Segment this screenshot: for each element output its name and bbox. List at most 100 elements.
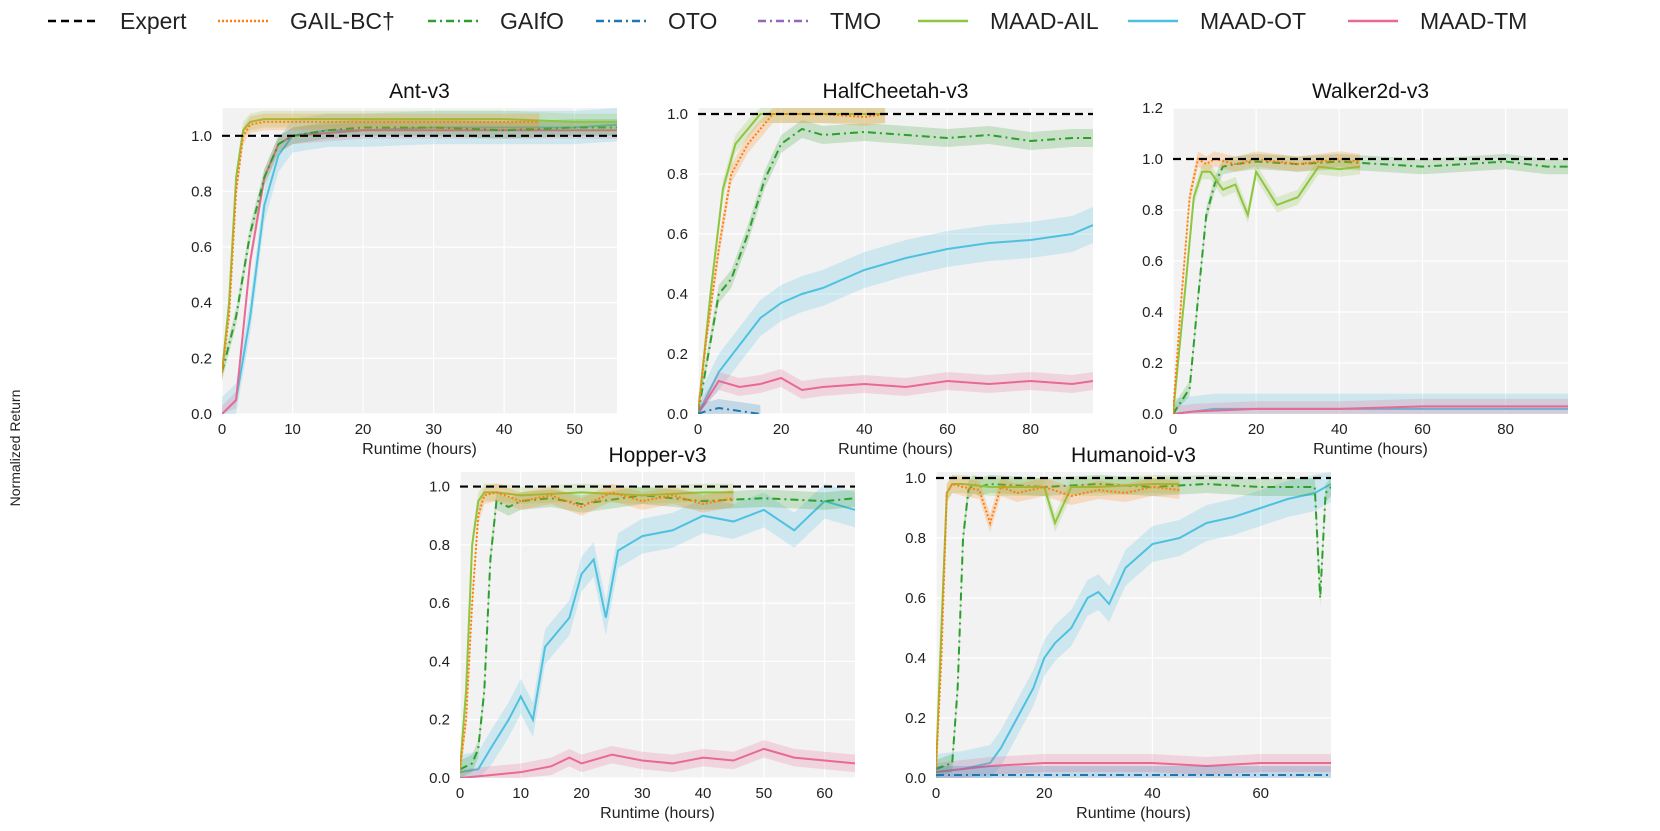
x-tick-label: 0 bbox=[218, 421, 226, 438]
y-tick-label: 0.0 bbox=[191, 406, 212, 423]
y-tick-label: 0.6 bbox=[429, 595, 450, 612]
series-band-maad-tm bbox=[936, 754, 1331, 778]
series-line-maad-tm bbox=[698, 376, 1093, 414]
x-tick-label: 40 bbox=[1331, 421, 1348, 438]
series-band-maad-ot bbox=[698, 207, 1093, 414]
y-tick-label: 0.2 bbox=[191, 350, 212, 367]
legend-swatch-expert bbox=[48, 19, 98, 23]
x-axis-label: Runtime (hours) bbox=[362, 441, 477, 458]
legend-item-maad-ot: MAAD-OT bbox=[1128, 6, 1306, 36]
x-axis-label: Runtime (hours) bbox=[1313, 441, 1428, 458]
series-line-gaifo bbox=[222, 126, 617, 373]
y-tick-label: 0.4 bbox=[667, 286, 688, 303]
legend-item-expert: Expert bbox=[48, 6, 186, 36]
x-tick-label: 20 bbox=[1036, 785, 1053, 802]
y-tick-label: 1.0 bbox=[905, 470, 926, 487]
x-tick-label: 80 bbox=[1022, 421, 1039, 438]
legend-item-maad-ail: MAAD-AIL bbox=[918, 6, 1099, 36]
y-tick-label: 0.4 bbox=[429, 653, 450, 670]
legend-item-gaifo: GAIfO bbox=[428, 6, 564, 36]
series-band-maad-ot bbox=[222, 108, 617, 414]
series-line-maad-tm bbox=[1173, 405, 1568, 414]
series-line-maad-ail bbox=[222, 118, 617, 373]
x-tick-label: 20 bbox=[573, 785, 590, 802]
series-line-gail-bc bbox=[698, 113, 886, 414]
y-tick-label: 0.0 bbox=[429, 770, 450, 787]
plot-area bbox=[936, 472, 1331, 778]
x-tick-label: 10 bbox=[284, 421, 301, 438]
series-band-oto bbox=[936, 766, 1331, 778]
series-line-gaifo bbox=[936, 482, 1331, 770]
y-tick-label: 0.4 bbox=[905, 650, 926, 667]
legend-label: MAAD-OT bbox=[1200, 7, 1307, 34]
legend-swatch-gail-bc bbox=[218, 19, 268, 23]
series-line-maad-ail bbox=[1173, 165, 1361, 414]
y-tick-label: 0.0 bbox=[1142, 406, 1163, 423]
series-line-gail-bc bbox=[222, 120, 540, 373]
series-band-oto bbox=[698, 399, 761, 414]
series-band-maad-tm bbox=[460, 740, 855, 778]
chart-panel-humanoid-v3: 0.0 0.2 0.4 0.6 0.8 1.0 0 20 40 60 Humanoid-v3 Runt… bbox=[905, 444, 1331, 822]
x-tick-label: 40 bbox=[1144, 785, 1161, 802]
legend-label: MAAD-AIL bbox=[990, 7, 1099, 34]
series-line-maad-ot bbox=[936, 483, 1331, 773]
x-axis-label: Runtime (hours) bbox=[838, 441, 953, 458]
y-tick-label: 0.0 bbox=[905, 770, 926, 787]
chart-title: HalfCheetah-v3 bbox=[823, 80, 969, 103]
x-tick-label: 60 bbox=[1414, 421, 1431, 438]
x-axis-label: Runtime (hours) bbox=[1076, 805, 1191, 822]
y-tick-label: 0.0 bbox=[667, 406, 688, 423]
series-line-maad-tm bbox=[460, 747, 855, 778]
legend-item-oto: OTO bbox=[596, 6, 717, 36]
legend-swatch-tmo bbox=[758, 19, 808, 23]
y-tick-label: 0.6 bbox=[191, 239, 212, 256]
y-tick-label: 0.8 bbox=[1142, 202, 1163, 219]
y-tick-label: 1.0 bbox=[1142, 151, 1163, 168]
series-line-gaifo bbox=[460, 494, 855, 771]
series-line-maad-ot bbox=[460, 500, 855, 774]
y-tick-label: 0.8 bbox=[667, 166, 688, 183]
x-tick-label: 40 bbox=[496, 421, 513, 438]
y-tick-label: 0.6 bbox=[667, 226, 688, 243]
x-tick-label: 60 bbox=[939, 421, 956, 438]
x-tick-label: 0 bbox=[1169, 421, 1177, 438]
legend-item-maad-tm: MAAD-TM bbox=[1348, 6, 1527, 36]
y-tick-label: 0.6 bbox=[905, 590, 926, 607]
legend-label: OTO bbox=[668, 7, 718, 34]
chart-title: Ant-v3 bbox=[389, 80, 450, 103]
legend-swatch-gaifo bbox=[428, 19, 478, 23]
plot-area bbox=[222, 108, 617, 414]
x-tick-label: 10 bbox=[512, 785, 529, 802]
series-line-maad-ot bbox=[222, 123, 617, 414]
x-tick-label: 60 bbox=[1252, 785, 1269, 802]
legend-item-gail-bc: GAIL-BC† bbox=[218, 6, 395, 36]
plot-area bbox=[460, 472, 855, 778]
series-line-gail-bc bbox=[460, 491, 734, 770]
x-tick-label: 20 bbox=[1248, 421, 1265, 438]
series-band-maad-tm bbox=[1173, 398, 1568, 414]
legend-swatch-maad-ot bbox=[1128, 19, 1178, 23]
series-line-maad-tm bbox=[936, 762, 1331, 773]
series-line-maad-ot bbox=[698, 224, 1093, 414]
x-tick-label: 50 bbox=[566, 421, 583, 438]
y-tick-label: 1.0 bbox=[191, 128, 212, 145]
x-tick-label: 50 bbox=[756, 785, 773, 802]
legend-label: GAIfO bbox=[500, 7, 564, 34]
legend-label: GAIL-BC† bbox=[290, 7, 395, 34]
series-band-maad-ot bbox=[460, 483, 855, 778]
legend-swatch-oto bbox=[596, 19, 646, 23]
x-tick-label: 20 bbox=[773, 421, 790, 438]
legend-swatch-maad-ail bbox=[918, 19, 968, 23]
series-line-gaifo bbox=[698, 127, 1093, 414]
x-tick-label: 60 bbox=[816, 785, 833, 802]
y-tick-label: 0.6 bbox=[1142, 253, 1163, 270]
y-tick-label: 0.2 bbox=[667, 346, 688, 363]
chart-panel-halfcheetah-v3: 0.0 0.2 0.4 0.6 0.8 1.0 0 20 40 60 80 HalfCheetah-v… bbox=[667, 80, 1093, 458]
y-tick-label: 0.2 bbox=[429, 712, 450, 729]
series-band-maad-tm bbox=[698, 369, 1093, 414]
x-tick-label: 80 bbox=[1497, 421, 1514, 438]
x-tick-label: 0 bbox=[932, 785, 940, 802]
series-line-gaifo bbox=[1173, 160, 1568, 414]
series-band-maad-ot bbox=[936, 472, 1331, 778]
